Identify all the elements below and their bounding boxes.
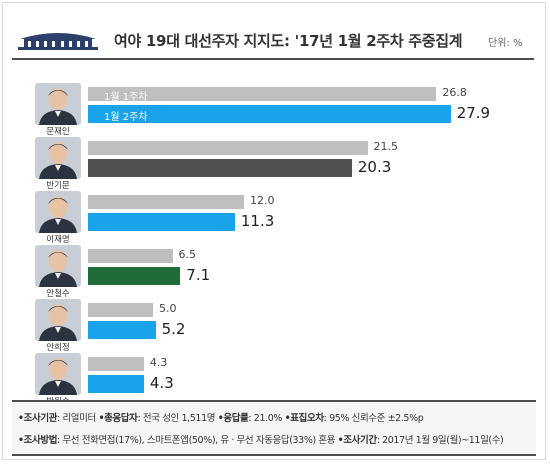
footer-line-1: •조사기관: 리얼미터 •총응답자: 전국 성인 1,511명 •응답률: 21… <box>18 410 424 424</box>
header-divider <box>12 58 534 60</box>
bar-prev <box>88 357 144 371</box>
footer-field-label: •표집오차 <box>284 413 324 424</box>
bar-prev <box>88 303 153 317</box>
footer-field-label: •응답률 <box>217 413 249 424</box>
footer-field-value: : 무선 전화면접(17%), 스마트폰앱(50%), 유 · 무선 자동응답(… <box>57 435 338 446</box>
value-label-current: 4.3 <box>149 374 174 392</box>
portrait-5 <box>35 353 81 395</box>
footer-field-label: •조사기관 <box>18 413 58 424</box>
bar-current <box>88 375 144 393</box>
bar-current <box>88 267 181 285</box>
footer-field-label: •조사방법 <box>18 435 58 446</box>
candidate-name: 문재인 <box>46 127 70 137</box>
person-photo-icon <box>35 83 81 125</box>
portrait-3 <box>35 245 81 287</box>
person-photo-icon <box>35 245 81 287</box>
blue-house-logo-icon <box>18 33 98 50</box>
candidate-name: 이재명 <box>46 235 70 245</box>
survey-footer: •조사기관: 리얼미터 •총응답자: 전국 성인 1,511명 •응답률: 21… <box>12 400 536 456</box>
footer-field-label: •조사기간 <box>337 435 377 446</box>
legend-series-current: 1월 2주차 <box>104 112 148 123</box>
bar-prev <box>88 249 173 263</box>
portrait-4 <box>35 299 81 341</box>
chart-frame <box>2 2 546 460</box>
chart-header: 여야 19대 대선주자 지지도: '17년 1월 2주차 주중집계 단위: % <box>8 20 538 58</box>
portrait-0 <box>35 83 81 125</box>
portrait-2 <box>35 191 81 233</box>
candidate-name: 반기문 <box>46 181 70 191</box>
bar-current <box>88 105 451 123</box>
person-photo-icon <box>35 299 81 341</box>
value-label-current: 27.9 <box>456 104 491 122</box>
value-label-prev: 6.5 <box>178 248 197 261</box>
person-photo-icon <box>35 137 81 179</box>
unit-label: 단위: % <box>488 38 523 49</box>
value-label-current: 5.2 <box>161 320 186 338</box>
bar-prev <box>88 195 244 209</box>
portrait-1 <box>35 137 81 179</box>
footer-field-value: : 전국 성인 1,511명 <box>137 413 218 424</box>
value-label-current: 11.3 <box>240 212 275 230</box>
bar-current <box>88 321 156 339</box>
value-label-prev: 26.8 <box>442 86 467 99</box>
footer-field-value: : 95% 신뢰수준 ±2.5%p <box>323 413 424 424</box>
footer-field-value: : 2017년 1월 9일(월)~11일(수) <box>376 435 504 446</box>
value-label-prev: 5.0 <box>159 302 177 315</box>
footer-field-value: : 리얼미터 <box>57 413 99 424</box>
person-photo-icon <box>35 353 81 395</box>
value-label-prev: 4.3 <box>149 356 168 369</box>
footer-field-label: •총응답자 <box>98 413 138 424</box>
bar-current <box>88 213 235 231</box>
footer-field-value: : 21.0% <box>248 413 285 424</box>
value-label-prev: 12.0 <box>250 194 275 207</box>
candidate-name: 안희정 <box>46 343 70 353</box>
bar-prev <box>88 141 368 155</box>
legend-series-prev: 1월 1주차 <box>104 92 148 103</box>
bar-prev <box>88 87 437 101</box>
value-label-current: 20.3 <box>357 158 392 176</box>
value-label-prev: 21.5 <box>373 140 399 153</box>
footer-line-2: •조사방법: 무선 전화면접(17%), 스마트폰앱(50%), 유 · 무선 … <box>18 432 504 446</box>
bar-current <box>88 159 352 177</box>
chart-title: 여야 19대 대선주자 지지도: '17년 1월 2주차 주중집계 <box>114 32 463 50</box>
value-label-current: 7.1 <box>186 266 211 284</box>
candidate-name: 안철수 <box>46 289 70 299</box>
person-photo-icon <box>35 191 81 233</box>
